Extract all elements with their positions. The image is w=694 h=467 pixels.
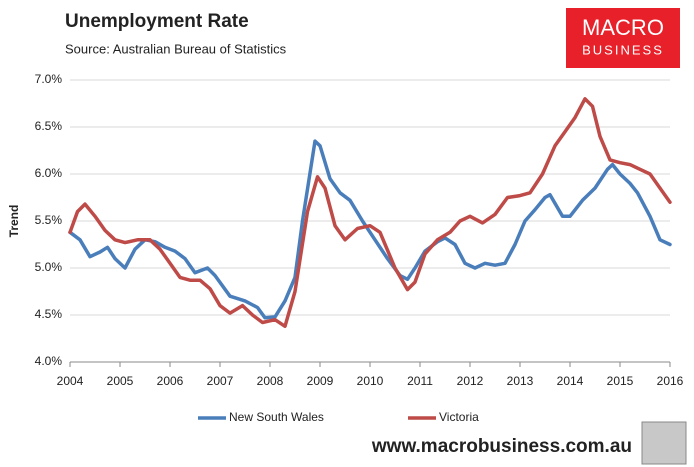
x-tick-label: 2009 — [307, 374, 334, 388]
y-tick-label: 4.5% — [35, 307, 63, 321]
x-tick-label: 2004 — [57, 374, 84, 388]
x-tick-label: 2016 — [657, 374, 684, 388]
x-tick-label: 2005 — [107, 374, 134, 388]
logo-text: MACRO — [582, 15, 664, 40]
x-tick-label: 2013 — [507, 374, 534, 388]
footer-url: www.macrobusiness.com.au — [371, 436, 632, 457]
legend-label: Victoria — [439, 410, 479, 424]
x-tick-label: 2015 — [607, 374, 634, 388]
x-tick-label: 2014 — [557, 374, 584, 388]
y-tick-label: 5.5% — [35, 213, 63, 227]
x-tick-label: 2010 — [357, 374, 384, 388]
chart-subtitle: Source: Australian Bureau of Statistics — [65, 41, 287, 56]
x-tick-label: 2007 — [207, 374, 234, 388]
y-tick-label: 5.0% — [35, 260, 63, 274]
y-tick-label: 4.0% — [35, 354, 63, 368]
x-tick-label: 2012 — [457, 374, 484, 388]
chart-title: Unemployment Rate — [65, 11, 249, 32]
series-line — [68, 97, 672, 329]
y-tick-label: 7.0% — [35, 72, 63, 86]
y-axis-title: Trend — [7, 205, 21, 238]
x-tick-label: 2006 — [157, 374, 184, 388]
legend-label: New South Wales — [229, 410, 324, 424]
x-tick-label: 2011 — [407, 374, 433, 388]
logo-box — [566, 8, 680, 68]
logo-text: BUSINESS — [582, 42, 664, 57]
y-tick-label: 6.5% — [35, 119, 63, 133]
y-tick-label: 6.0% — [35, 166, 63, 180]
x-tick-label: 2008 — [257, 374, 284, 388]
logo-icon — [641, 421, 687, 465]
series-line — [68, 139, 672, 320]
